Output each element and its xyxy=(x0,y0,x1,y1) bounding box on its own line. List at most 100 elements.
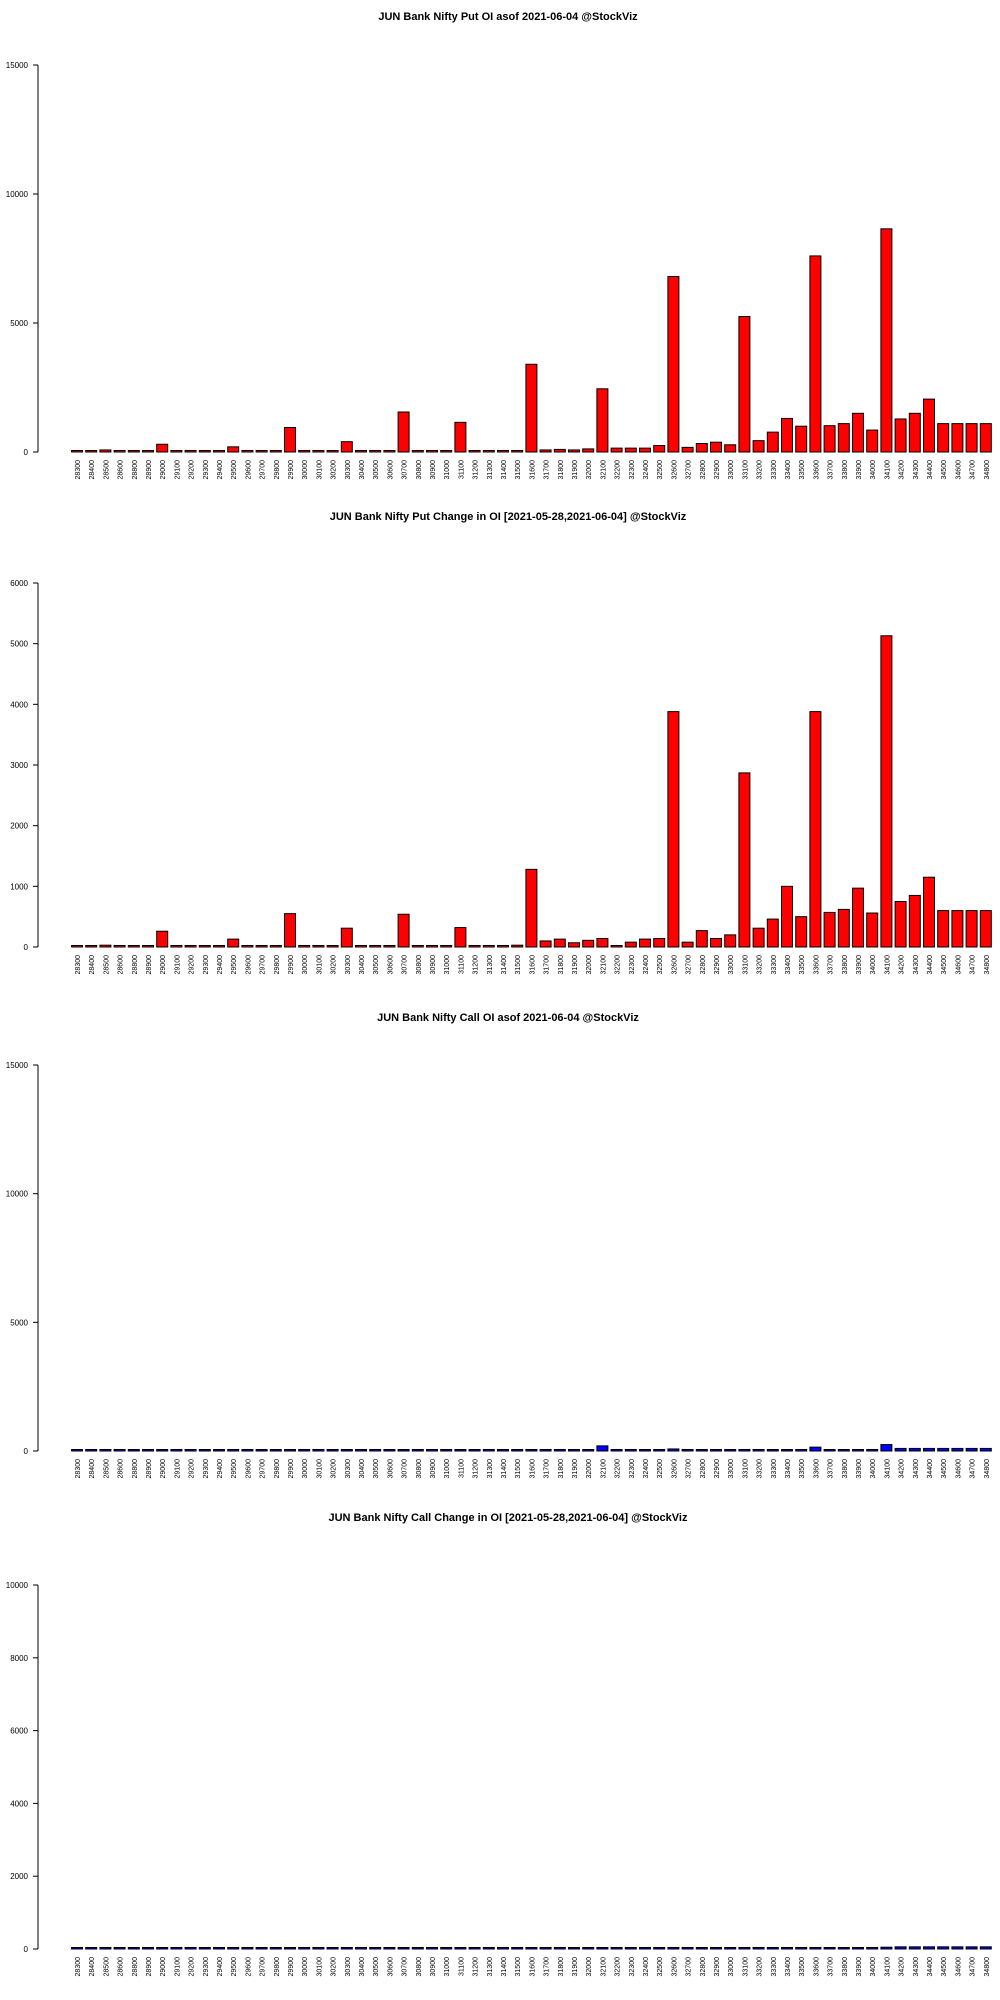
bar-30300 xyxy=(340,927,353,948)
x-tick-label: 33500 xyxy=(799,955,806,975)
x-tick-label: 30000 xyxy=(302,460,309,480)
bar-34600 xyxy=(951,1946,964,1950)
bar-30800 xyxy=(411,1449,424,1452)
x-tick-label: 32600 xyxy=(671,460,678,480)
bar-28400 xyxy=(85,1449,98,1452)
x-tick-label: 31000 xyxy=(444,1459,451,1479)
bar-34000 xyxy=(866,912,879,948)
y-tick-label: 0 xyxy=(24,448,29,457)
x-tick-label: 30200 xyxy=(331,460,338,480)
x-tick-label: 33600 xyxy=(813,1459,820,1479)
x-tick-label: 32500 xyxy=(657,1957,664,1977)
bar-31200 xyxy=(468,945,481,948)
bar-33800 xyxy=(837,908,850,948)
chart-title: JUN Bank Nifty Put Change in OI [2021-05… xyxy=(330,511,687,523)
y-tick-label: 4000 xyxy=(10,700,28,709)
x-tick-label: 28800 xyxy=(132,1957,139,1977)
bar-30300 xyxy=(340,1449,353,1452)
bar-32400 xyxy=(639,938,651,948)
y-tick-label: 0 xyxy=(24,1447,29,1456)
bar-28500 xyxy=(99,944,112,948)
bar-33300 xyxy=(766,1947,779,1950)
bar-32200 xyxy=(610,447,623,453)
bar-29900 xyxy=(284,913,296,948)
bar-30100 xyxy=(312,1449,325,1452)
x-tick-label: 33500 xyxy=(799,460,806,480)
bar-31500 xyxy=(511,450,524,453)
bar-32300 xyxy=(624,1947,637,1950)
bar-28500 xyxy=(99,1449,112,1452)
x-tick-label: 34800 xyxy=(984,1957,991,1977)
bar-33400 xyxy=(781,1449,793,1452)
x-tick-label: 34400 xyxy=(927,1957,934,1977)
bar-31500 xyxy=(511,1449,524,1452)
x-tick-label: 32400 xyxy=(643,1459,650,1479)
bar-32900 xyxy=(710,1947,722,1950)
x-tick-label: 32900 xyxy=(714,955,721,975)
bar-30000 xyxy=(298,945,311,948)
x-tick-label: 32600 xyxy=(671,1957,678,1977)
x-tick-label: 32800 xyxy=(700,955,707,975)
x-tick-label: 34300 xyxy=(913,1957,920,1977)
x-tick-label: 29200 xyxy=(189,1459,196,1479)
x-tick-label: 34700 xyxy=(970,1459,977,1479)
bar-30500 xyxy=(369,1449,382,1452)
bar-30700 xyxy=(397,1947,410,1950)
bar-30900 xyxy=(426,945,438,948)
x-tick-label: 31600 xyxy=(529,955,536,975)
x-tick-label: 33700 xyxy=(828,955,835,975)
bar-28400 xyxy=(85,450,98,453)
x-tick-label: 30200 xyxy=(331,1957,338,1977)
bar-31600 xyxy=(525,363,538,453)
x-tick-label: 29100 xyxy=(174,460,181,480)
x-tick-label: 31800 xyxy=(558,460,565,480)
x-tick-label: 32700 xyxy=(686,1957,693,1977)
x-tick-label: 34500 xyxy=(941,1459,948,1479)
bar-34800 xyxy=(979,910,992,948)
x-tick-label: 29300 xyxy=(203,1957,210,1977)
y-tick-label: 10000 xyxy=(6,190,29,199)
x-tick-label: 32200 xyxy=(615,1957,622,1977)
bar-30600 xyxy=(383,1947,396,1950)
bar-29500 xyxy=(227,938,240,948)
bar-29400 xyxy=(213,1449,225,1452)
bar-29100 xyxy=(170,945,183,948)
x-tick-label: 34700 xyxy=(970,460,977,480)
x-tick-label: 31700 xyxy=(544,460,551,480)
x-tick-label: 31100 xyxy=(458,1459,465,1478)
x-tick-label: 34100 xyxy=(884,460,891,480)
bar-29900 xyxy=(284,1449,296,1452)
bar-32400 xyxy=(639,1449,651,1452)
bar-30700 xyxy=(397,1449,410,1452)
bar-33400 xyxy=(781,417,793,453)
bar-31900 xyxy=(568,449,580,453)
x-tick-label: 29000 xyxy=(160,1957,167,1977)
bar-32700 xyxy=(681,1449,694,1452)
bar-28400 xyxy=(85,1947,98,1950)
x-tick-label: 32900 xyxy=(714,460,721,480)
bar-31900 xyxy=(568,942,580,948)
x-tick-label: 29200 xyxy=(189,1957,196,1977)
bar-29500 xyxy=(227,1947,240,1950)
bar-28800 xyxy=(127,945,140,948)
bar-34400 xyxy=(923,1447,935,1452)
x-tick-label: 32200 xyxy=(615,955,622,975)
bar-32600 xyxy=(667,1947,680,1950)
x-tick-label: 29500 xyxy=(231,1459,238,1479)
x-tick-label: 31700 xyxy=(544,955,551,975)
bar-32100 xyxy=(596,1445,609,1452)
chart-3: JUN Bank Nifty Call OI asof 2021-06-04 @… xyxy=(6,1012,992,1479)
x-tick-label: 32900 xyxy=(714,1957,721,1977)
bar-33200 xyxy=(752,1947,765,1950)
x-tick-label: 34300 xyxy=(913,955,920,975)
bar-32700 xyxy=(681,941,694,948)
bar-32800 xyxy=(695,1449,708,1452)
x-tick-label: 34400 xyxy=(927,460,934,480)
x-tick-label: 31800 xyxy=(558,955,565,975)
x-tick-label: 29000 xyxy=(160,460,167,480)
x-tick-label: 32000 xyxy=(586,1957,593,1977)
x-tick-label: 30400 xyxy=(359,1459,366,1479)
x-tick-label: 29400 xyxy=(217,460,224,480)
bar-32400 xyxy=(639,1947,651,1950)
bar-34500 xyxy=(937,1447,950,1452)
